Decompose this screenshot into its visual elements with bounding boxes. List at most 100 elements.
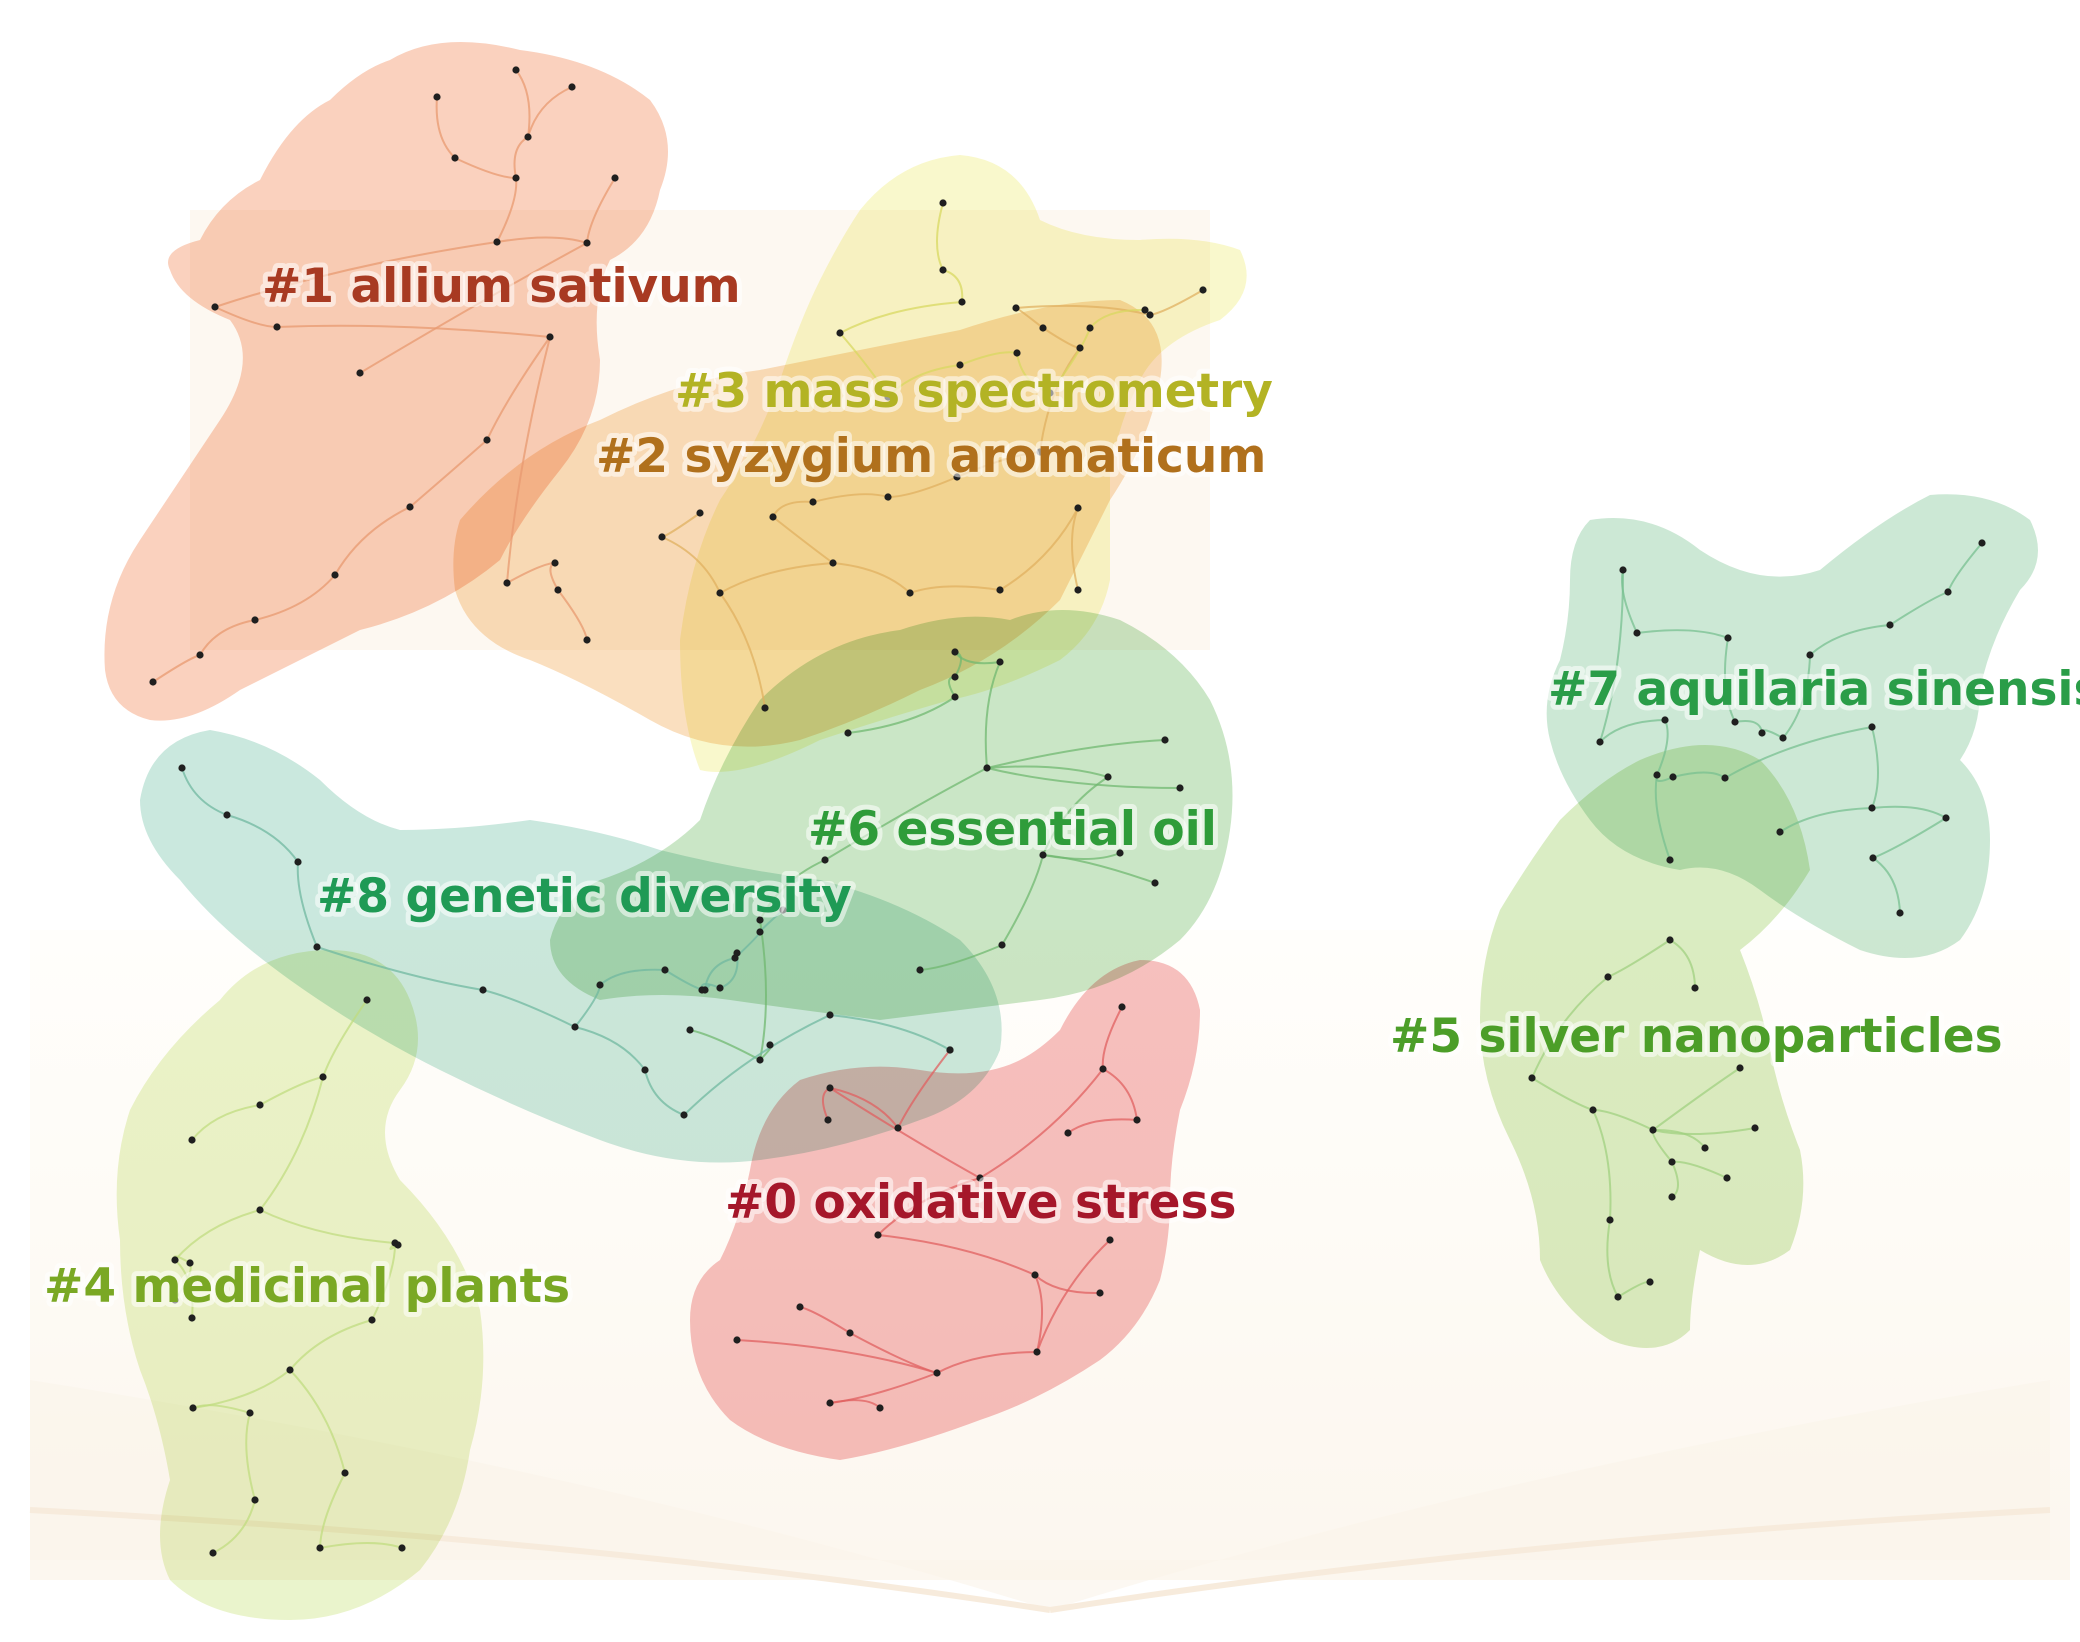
network-edge [174, 1259, 194, 1319]
label-essential-oil: #6 essential oil [808, 802, 1217, 857]
network-node [171, 1296, 179, 1304]
network-node [1668, 1158, 1676, 1166]
network-edge [1001, 854, 1044, 946]
network-node [1141, 306, 1149, 314]
network-node [196, 651, 204, 659]
network-edge [936, 1351, 1038, 1374]
network-edge [1724, 726, 1873, 779]
network-edge [371, 1242, 397, 1321]
network-node [1039, 851, 1047, 859]
network-edge [319, 1472, 346, 1549]
network-node [1886, 621, 1894, 629]
network-edge [661, 536, 721, 594]
network-node [1161, 736, 1169, 744]
network-node [1896, 909, 1904, 917]
network-edge [986, 739, 1166, 769]
network-node [188, 1136, 196, 1144]
network-node [356, 369, 364, 377]
network-node [368, 1316, 376, 1324]
network-node [844, 729, 852, 737]
network-node [661, 966, 669, 974]
network-edge [847, 696, 956, 734]
network-edge [839, 301, 963, 334]
network-node [1064, 1129, 1072, 1137]
label-genetic-diversity: #8 genetic diversity [317, 869, 852, 924]
network-node [331, 571, 339, 579]
network-edges [152, 69, 1983, 1554]
network-node [1106, 1236, 1114, 1244]
network-edge [1782, 654, 1811, 739]
network-edge [574, 1026, 646, 1071]
network-node [809, 498, 817, 506]
network-node [1046, 389, 1054, 397]
network-edge [1607, 939, 1671, 978]
network-edge [812, 493, 889, 503]
network-edge [409, 439, 488, 508]
network-edge [1034, 1274, 1101, 1295]
network-node [756, 928, 764, 936]
network-node [824, 1116, 832, 1124]
network-node [1666, 856, 1674, 864]
network-edge [1071, 507, 1079, 591]
network-edge [316, 946, 484, 991]
network-edge [1599, 569, 1625, 743]
network-edge [254, 574, 336, 621]
network-node [1944, 588, 1952, 596]
label-oxidative-stress: #0 oxidative stress [725, 1175, 1236, 1230]
network-node [1033, 1348, 1041, 1356]
network-edge [689, 1029, 761, 1061]
network-edge [1042, 854, 1156, 884]
network-edge [719, 562, 834, 594]
network-edge [887, 364, 961, 398]
network-node [1978, 539, 1986, 547]
network-node [933, 1369, 941, 1377]
network-node [223, 811, 231, 819]
network-node [286, 1366, 294, 1374]
network-edge [1669, 939, 1696, 989]
network-node [1649, 1126, 1657, 1134]
network-node [571, 1023, 579, 1031]
network-edge [1872, 817, 1947, 859]
network-node [951, 648, 959, 656]
network-edge [839, 332, 889, 398]
network-node [188, 1314, 196, 1322]
network-edge [212, 1499, 256, 1554]
network-edge [986, 765, 1109, 778]
network-node [1118, 1003, 1126, 1011]
network-node [363, 996, 371, 1004]
network-node [316, 1544, 324, 1552]
network-node [939, 199, 947, 207]
network-edge [1889, 591, 1949, 626]
network-node [756, 1056, 764, 1064]
network-node [826, 1084, 834, 1092]
network-edge [1016, 352, 1051, 394]
cluster-hull-silver-nanoparticles [1480, 745, 1810, 1348]
network-node [1868, 723, 1876, 731]
cluster-hull-allium-sativum [104, 42, 668, 721]
network-node [433, 93, 441, 101]
network-node [1666, 936, 1674, 944]
label-syzygium-aromaticum: #2 syzygium aromaticum [596, 429, 1266, 484]
network-node [958, 298, 966, 306]
network-edge [259, 1209, 396, 1244]
network-edge [1599, 719, 1666, 743]
network-node [554, 586, 562, 594]
network-node [512, 66, 520, 74]
network-node [1619, 566, 1627, 574]
network-edge [1102, 1068, 1138, 1121]
network-node [1176, 784, 1184, 792]
label-aquilaria-sinensis: #7 aquilaria sinensis [1548, 662, 2080, 717]
network-edge [909, 585, 1001, 594]
network-node [836, 329, 844, 337]
network-edge [482, 989, 576, 1028]
network-edge [454, 157, 517, 179]
network-edge [772, 516, 834, 564]
network-edge [191, 1104, 261, 1141]
network-node [766, 1041, 774, 1049]
network-node [953, 473, 961, 481]
network-node [524, 133, 532, 141]
network-node [149, 678, 157, 686]
network-edge [245, 1412, 256, 1501]
network-node [583, 239, 591, 247]
